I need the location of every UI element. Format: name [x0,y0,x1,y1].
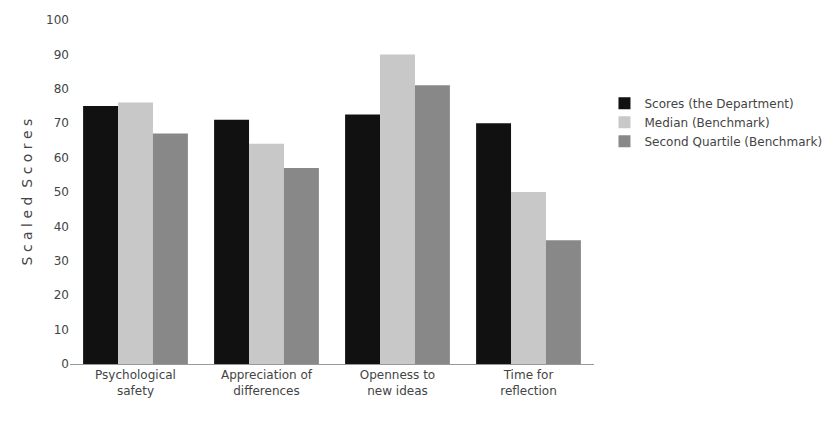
svg-text:100: 100 [46,13,69,27]
svg-text:Psychologicalsafety: Psychologicalsafety [95,368,176,398]
svg-text:90: 90 [54,48,69,62]
svg-text:Time forreflection: Time forreflection [500,368,557,398]
svg-text:Openness tonew ideas: Openness tonew ideas [360,368,435,398]
svg-text:60: 60 [54,151,69,165]
svg-text:Scores (the Department): Scores (the Department) [644,97,793,111]
svg-text:Appreciation ofdifferences: Appreciation ofdifferences [221,368,313,398]
svg-text:S c a l e d S c o r e s: S c a l e d S c o r e s [19,119,35,266]
svg-text:Second Quartile (Benchmark): Second Quartile (Benchmark) [644,135,822,149]
svg-text:30: 30 [54,254,69,268]
svg-text:Median (Benchmark): Median (Benchmark) [644,116,769,130]
svg-text:10: 10 [54,323,69,337]
svg-text:20: 20 [54,288,69,302]
svg-text:50: 50 [54,185,69,199]
svg-text:80: 80 [54,82,69,96]
svg-text:40: 40 [54,220,69,234]
svg-text:70: 70 [54,116,69,130]
svg-text:0: 0 [61,357,69,371]
